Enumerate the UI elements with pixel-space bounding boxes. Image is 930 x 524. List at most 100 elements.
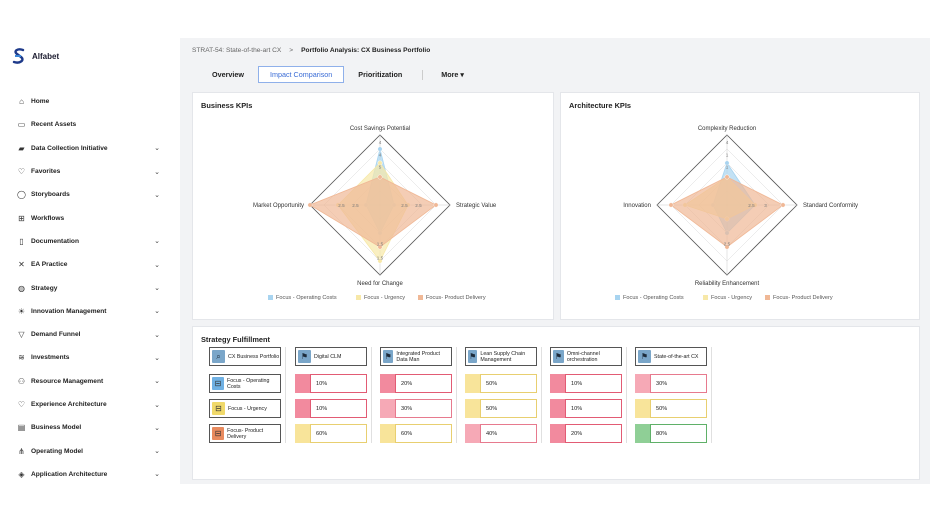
matrix-column-header[interactable]: ⚑ Omni-channel orchestration bbox=[550, 347, 622, 366]
tab-bar: Overview Impact Comparison Prioritizatio… bbox=[200, 66, 478, 83]
sidebar-item-recent-assets[interactable]: ▭ Recent Assets bbox=[0, 113, 178, 136]
matrix-cell[interactable]: 50% bbox=[465, 399, 537, 418]
matrix-row-header[interactable]: ⊟ Focus - Operating Costs bbox=[209, 374, 281, 393]
cell-value: 10% bbox=[565, 399, 622, 418]
cell-value: 10% bbox=[310, 399, 367, 418]
legend-label[interactable]: Focus - Urgency bbox=[364, 295, 405, 301]
chevron-down-icon[interactable]: ⌄ bbox=[154, 448, 160, 456]
matrix-cell[interactable]: 60% bbox=[380, 424, 452, 443]
inbox-icon: ▭ bbox=[17, 120, 26, 130]
cell-color-strip bbox=[465, 399, 480, 418]
sidebar-item-ea-practice[interactable]: ✕ EA Practice ⌄ bbox=[0, 253, 178, 276]
matrix-cell[interactable]: 50% bbox=[465, 374, 537, 393]
tab-overview[interactable]: Overview bbox=[212, 70, 244, 79]
matrix-column-header[interactable]: ⚑ Integrated Product Data Man bbox=[380, 347, 452, 366]
tab-prioritization[interactable]: Prioritization bbox=[358, 70, 403, 79]
architecture-kpis-radar: Complexity Reduction Standard Conformity R… bbox=[615, 126, 858, 301]
sidebar-item-label: Workflows bbox=[31, 214, 65, 222]
cell-value: 50% bbox=[480, 399, 537, 418]
matrix-cell[interactable]: 40% bbox=[465, 424, 537, 443]
legend-label[interactable]: Focus- Product Delivery bbox=[426, 295, 486, 301]
matrix-column-header[interactable]: ⚑ State-of-the-art CX bbox=[635, 347, 707, 366]
matrix-column-header[interactable]: ⚑ Digital CLM bbox=[295, 347, 367, 366]
legend-label[interactable]: Focus- Product Delivery bbox=[773, 295, 833, 301]
cell-color-strip bbox=[550, 424, 565, 443]
chevron-down-icon[interactable]: ⌄ bbox=[154, 424, 160, 432]
radar-point[interactable] bbox=[433, 202, 439, 208]
sidebar-nav: ⌂ Home ▭ Recent Assets ▰ Data Collection Init… bbox=[0, 90, 178, 486]
chevron-down-icon[interactable]: ⌄ bbox=[154, 331, 160, 339]
chevron-down-icon[interactable]: ⌄ bbox=[154, 308, 160, 316]
radar-point[interactable] bbox=[307, 202, 313, 208]
chevron-down-icon[interactable]: ⌄ bbox=[154, 285, 160, 293]
chevron-down-icon[interactable]: ⌄ bbox=[154, 378, 160, 386]
matrix-cell[interactable]: 20% bbox=[380, 374, 452, 393]
chevron-down-icon[interactable]: ⌄ bbox=[154, 401, 160, 409]
app-logo[interactable]: Alfabet bbox=[12, 48, 59, 64]
radar-tick-label: 2.5 bbox=[338, 203, 345, 208]
matrix-cell[interactable]: 10% bbox=[295, 399, 367, 418]
legend-label[interactable]: Focus - Operating Costs bbox=[623, 295, 684, 301]
legend-label[interactable]: Focus - Urgency bbox=[711, 295, 752, 301]
sidebar-item-strategy[interactable]: ◍ Strategy ⌄ bbox=[0, 276, 178, 299]
matrix-cell[interactable]: 60% bbox=[295, 424, 367, 443]
radar-point[interactable] bbox=[377, 258, 383, 264]
sidebar-item-storyboards[interactable]: ◯ Storyboards ⌄ bbox=[0, 183, 178, 206]
sidebar-item-innovation-management[interactable]: ☀ Innovation Management ⌄ bbox=[0, 300, 178, 323]
sidebar-item-demand-funnel[interactable]: ▽ Demand Funnel ⌄ bbox=[0, 323, 178, 346]
matrix-row-header[interactable]: ⊟ Focus - Urgency bbox=[209, 399, 281, 418]
chevron-down-icon[interactable]: ⌄ bbox=[154, 191, 160, 199]
cell-color-strip bbox=[550, 399, 565, 418]
sidebar-item-label: Recent Assets bbox=[31, 121, 77, 129]
home-icon: ⌂ bbox=[19, 97, 24, 107]
radar-point[interactable] bbox=[724, 174, 730, 180]
matrix-cell[interactable]: 50% bbox=[635, 399, 707, 418]
legend-swatch bbox=[418, 295, 423, 300]
lightbulb-icon: ☀ bbox=[17, 306, 26, 316]
breadcrumb-parent[interactable]: STRAT-54: State-of-the-art CX bbox=[192, 47, 282, 54]
radar-point[interactable] bbox=[724, 160, 730, 166]
row-header-label: Focus- Product Delivery bbox=[227, 427, 264, 440]
chevron-down-icon[interactable]: ⌄ bbox=[154, 354, 160, 362]
sidebar-item-workflows[interactable]: ⊞ Workflows bbox=[0, 206, 178, 229]
sidebar-item-documentation[interactable]: ▯ Documentation ⌄ bbox=[0, 230, 178, 253]
tab-more[interactable]: More ▾ bbox=[441, 70, 465, 79]
matrix-cell[interactable]: 20% bbox=[550, 424, 622, 443]
chevron-down-icon[interactable]: ⌄ bbox=[154, 238, 160, 246]
matrix-column-divider bbox=[541, 347, 542, 443]
sidebar-item-experience-architecture[interactable]: ♡ Experience Architecture ⌄ bbox=[0, 393, 178, 416]
sidebar-item-home[interactable]: ⌂ Home bbox=[0, 90, 178, 113]
legend-label[interactable]: Focus - Operating Costs bbox=[276, 295, 337, 301]
matrix-cell[interactable]: 30% bbox=[380, 399, 452, 418]
matrix-column-header[interactable]: ⚑ Lean Supply Chain Management bbox=[465, 347, 537, 366]
matrix-column-header[interactable]: ⌕ CX Business Portfolio bbox=[209, 347, 281, 366]
tab-impact-comparison[interactable]: Impact Comparison bbox=[257, 66, 345, 83]
matrix-cell[interactable]: 80% bbox=[635, 424, 707, 443]
matrix-cell[interactable]: 10% bbox=[550, 374, 622, 393]
sidebar-item-investments[interactable]: ≋ Investments ⌄ bbox=[0, 346, 178, 369]
chevron-down-icon[interactable]: ⌄ bbox=[154, 261, 160, 269]
sidebar-item-data-collection-initiative[interactable]: ▰ Data Collection Initiative ⌄ bbox=[0, 137, 178, 160]
radar-point[interactable] bbox=[780, 202, 786, 208]
matrix-row-header[interactable]: ⊟ Focus- Product Delivery bbox=[209, 424, 281, 443]
matrix-cell[interactable]: 10% bbox=[550, 399, 622, 418]
radar-point[interactable] bbox=[668, 202, 674, 208]
chevron-down-icon[interactable]: ⌄ bbox=[154, 168, 160, 176]
chevron-down-icon[interactable]: ⌄ bbox=[154, 471, 160, 479]
sidebar-item-business-model[interactable]: ▤ Business Model ⌄ bbox=[0, 416, 178, 439]
radar-point[interactable] bbox=[377, 160, 383, 166]
matrix-cell[interactable]: 10% bbox=[295, 374, 367, 393]
sidebar-item-resource-management[interactable]: ⚇ Resource Management ⌄ bbox=[0, 370, 178, 393]
sidebar-item-favorites[interactable]: ♡ Favorites ⌄ bbox=[0, 160, 178, 183]
radar-point[interactable] bbox=[377, 146, 383, 152]
radar-point[interactable] bbox=[377, 174, 383, 180]
chevron-down-icon[interactable]: ⌄ bbox=[154, 145, 160, 153]
cell-value: 20% bbox=[395, 374, 452, 393]
matrix-cell[interactable]: 30% bbox=[635, 374, 707, 393]
sidebar-item-label: Innovation Management bbox=[31, 307, 107, 315]
radar-point[interactable] bbox=[377, 244, 383, 250]
sidebar-item-application-architecture[interactable]: ◈ Application Architecture ⌄ bbox=[0, 463, 178, 486]
sidebar-item-operating-model[interactable]: ⋔ Operating Model ⌄ bbox=[0, 439, 178, 462]
radar-point[interactable] bbox=[724, 244, 730, 250]
